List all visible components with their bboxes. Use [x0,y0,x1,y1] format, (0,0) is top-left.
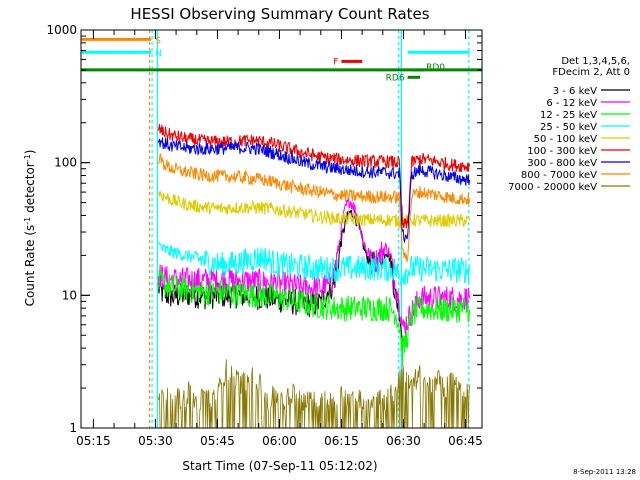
y-axis-label-part: Count Rate (s [23,225,37,307]
x-tick-label: 05:45 [200,434,235,448]
y-axis-label-superscript: -1 [23,217,32,225]
y-tick-label: 10 [62,288,77,302]
series-line-4 [158,241,471,286]
legend-entry-label: 3 - 6 keV [553,86,597,97]
y-axis-label-part: detector [23,162,37,217]
footer-date: 8-Sep-2011 13:28 [573,468,636,476]
y-axis-label-part: ) [23,150,37,155]
legend-header: FDecim 2, Att 0 [552,67,630,78]
x-tick-label: 06:45 [448,434,483,448]
state-bar-label: N [155,49,162,59]
plot-area: SN F RD0 RD6 05:15 05:30 05:45 06:00 06:15 06:30 0… [46,23,482,448]
legend-entry-label: 50 - 100 keV [534,134,598,145]
x-tick-label: 05:30 [138,434,173,448]
series-line-2 [157,197,471,336]
legend-entry-label: 6 - 12 keV [546,98,597,109]
x-tick-label: 06:15 [324,434,359,448]
y-tick-label: 100 [54,156,77,170]
state-bar-label: S [155,36,161,46]
y-tick-label: 1000 [46,23,77,37]
series-line-8 [158,153,471,263]
x-axis-label: Start Time (07-Sep-11 05:12:02) [182,459,377,473]
x-tick-label: 06:00 [262,434,297,448]
flag-label: F [333,57,338,67]
plot-frame [80,29,483,429]
legend-entry-label: 12 - 25 keV [540,110,597,121]
y-tick-label: 1 [69,421,77,435]
series-line-9 [157,359,470,429]
x-tick-label: 06:30 [386,434,421,448]
series-line-6 [157,124,471,229]
y-axis-label: Count Rate (s-1 detector-1) [23,150,38,307]
legend-header: Det 1,3,4,5,6, [561,56,630,67]
series-line-3 [157,269,471,365]
legend-entry-label: 100 - 300 keV [527,146,597,157]
legend-entry-label: 7000 - 20000 keV [508,182,597,193]
series-line-7 [157,137,471,244]
legend-entry-label: 25 - 50 keV [540,122,597,133]
y-axis-label-superscript: -1 [23,154,32,162]
legend: Det 1,3,4,5,6,FDecim 2, Att 0 3 - 6 keV6 … [508,56,630,193]
legend-entry-label: 300 - 800 keV [527,158,597,169]
flag-label: RD0 [426,63,445,73]
flag-label: RD6 [386,73,405,83]
chart-title: HESSI Observing Summary Count Rates [130,5,429,23]
legend-entry-label: 800 - 7000 keV [521,170,597,181]
series-line-5 [157,190,471,229]
x-tick-label: 05:15 [76,434,111,448]
